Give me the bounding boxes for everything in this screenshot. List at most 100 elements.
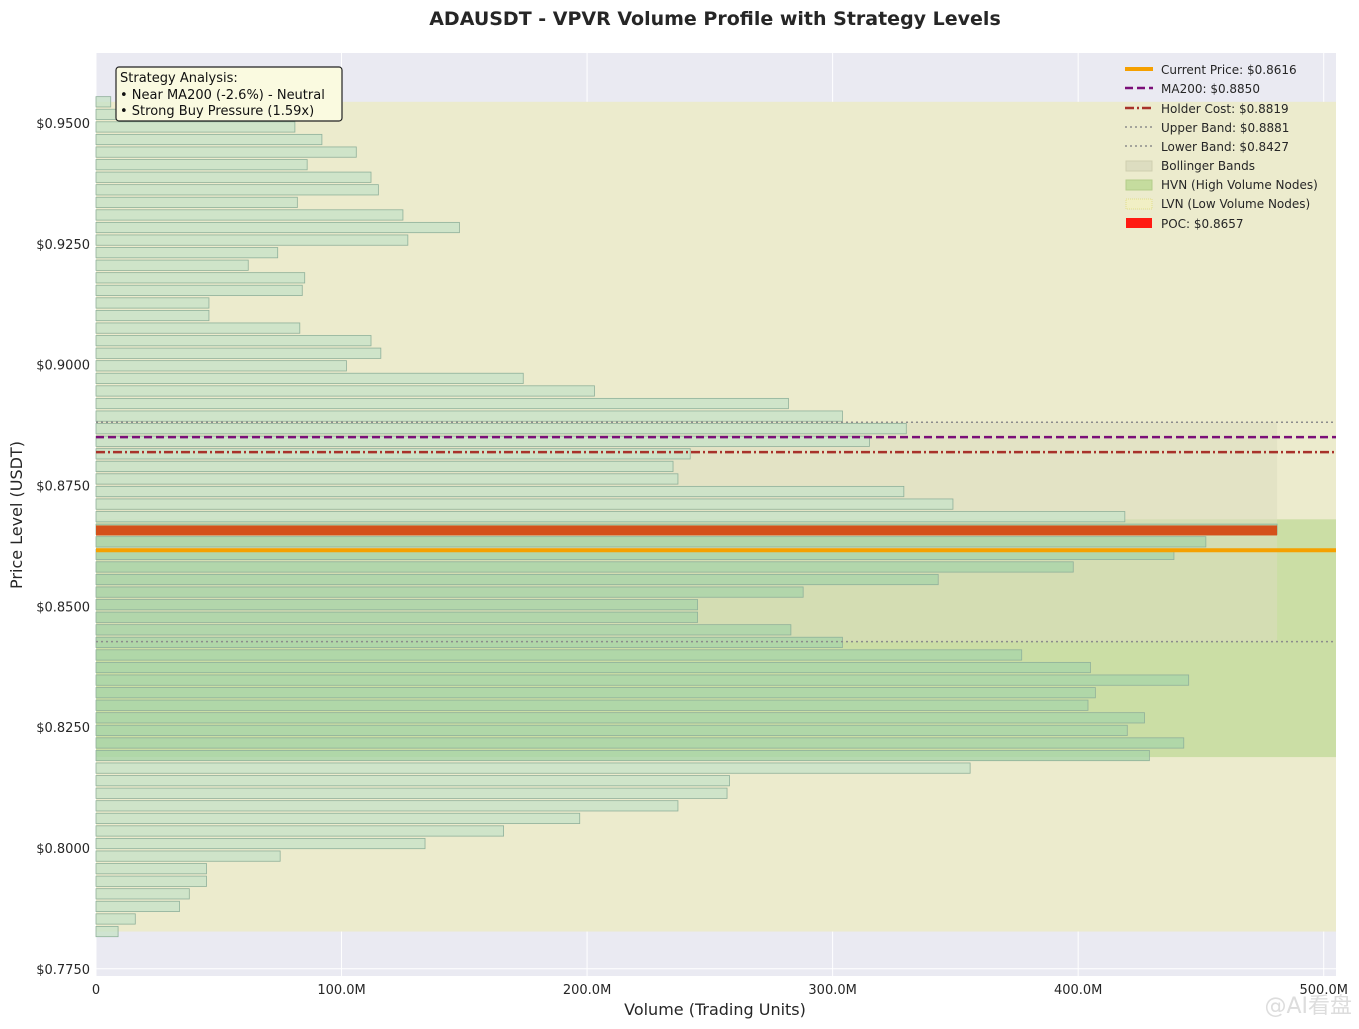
volume-bar: [95, 900, 180, 912]
legend-current-price: Current Price: $0.8616: [1161, 63, 1297, 77]
volume-bar: [95, 863, 207, 875]
volume-bar: [95, 875, 207, 887]
x-tick-label: 300.0M: [808, 983, 856, 998]
legend-upper-band: Upper Band: $0.8881: [1161, 121, 1289, 135]
volume-bar: [95, 385, 595, 397]
level-lines: [96, 421, 1336, 643]
volume-bars: [95, 96, 1278, 938]
volume-bar: [95, 913, 136, 925]
volume-bar: [95, 234, 409, 246]
legend-lower-band: Lower Band: $0.8427: [1161, 140, 1289, 154]
y-tick-label: $0.8500: [36, 600, 90, 615]
legend-holder-cost: Holder Cost: $0.8819: [1161, 102, 1289, 116]
y-tick-label: $0.7750: [36, 963, 90, 978]
volume-bar: [95, 737, 1185, 749]
volume-bar: [95, 850, 281, 862]
annotation-line-3: • Strong Buy Pressure (1.59x): [120, 104, 314, 119]
volume-bar: [95, 498, 954, 510]
volume-bar: [95, 372, 524, 384]
volume-bar: [95, 724, 1128, 736]
volume-bar: [95, 787, 728, 799]
x-tick-label: 100.0M: [317, 983, 365, 998]
legend-swatch-bollinger: [1125, 160, 1153, 172]
legend-ma200: MA200: $0.8850: [1161, 82, 1260, 96]
poc-layer: [96, 525, 1278, 536]
volume-bar: [95, 133, 323, 146]
volume-bar: [95, 335, 372, 347]
y-tick-label: $0.9250: [36, 238, 90, 253]
volume-bar: [95, 96, 112, 108]
volume-bar: [95, 661, 1091, 674]
volume-bar: [95, 511, 1126, 523]
volume-bar: [95, 247, 279, 259]
volume-bar: [95, 322, 301, 334]
x-axis-label: Volume (Trading Units): [624, 1000, 806, 1019]
volume-bar: [95, 762, 971, 774]
volume-bar: [95, 360, 347, 372]
volume-bar: [95, 196, 298, 208]
volume-bar: [95, 812, 581, 824]
volume-bar: [95, 561, 1074, 573]
volume-bar: [95, 775, 730, 787]
volume-bar: [95, 410, 843, 422]
y-tick-label: $0.9000: [36, 359, 90, 374]
volume-bar: [95, 800, 679, 812]
volume-bar: [95, 159, 308, 171]
annotation-line-2: • Near MA200 (-2.6%) - Neutral: [120, 88, 325, 103]
y-ticks: $0.7750 $0.8000 $0.8250 $0.8500 $0.8750 $0.90…: [36, 117, 90, 978]
legend-swatch-lvn: [1125, 198, 1153, 210]
y-tick-label: $0.9500: [36, 117, 90, 132]
volume-bar: [95, 485, 905, 498]
volume-bar: [95, 423, 907, 435]
annotation-box: Strategy Analysis: • Near MA200 (-2.6%) …: [115, 66, 343, 122]
watermark: @AI看盘: [1264, 994, 1352, 1019]
x-tick-label: 400.0M: [1054, 983, 1102, 998]
volume-bar: [95, 636, 843, 648]
x-ticks: 0 100.0M 200.0M 300.0M 400.0M 500.0M: [92, 983, 1348, 998]
poc-bar: [96, 525, 1278, 536]
volume-bar: [95, 699, 1089, 711]
volume-bar: [95, 599, 698, 611]
volume-bar: [95, 460, 674, 472]
volume-bar: [95, 209, 404, 221]
volume-bar: [95, 297, 210, 309]
volume-bar: [95, 674, 1190, 686]
volume-bar: [95, 687, 1096, 699]
y-axis-label: Price Level (USDT): [7, 441, 26, 589]
volume-bar: [95, 309, 210, 322]
volume-bar: [95, 624, 792, 636]
volume-bar: [95, 221, 460, 234]
legend-swatch-hvn: [1125, 179, 1153, 191]
volume-bar: [95, 121, 296, 133]
volume-bar: [95, 825, 505, 837]
volume-bar: [95, 586, 804, 598]
volume-bar: [95, 611, 698, 623]
volume-bar: [95, 888, 190, 900]
volume-bar: [95, 272, 306, 284]
volume-bar: [95, 649, 1023, 661]
y-tick-label: $0.8750: [36, 480, 90, 495]
x-tick-label: 0: [92, 983, 100, 998]
volume-bar: [95, 171, 372, 183]
volume-bar: [95, 184, 379, 196]
volume-bar: [95, 397, 789, 410]
legend-swatch-poc: [1126, 218, 1152, 228]
y-tick-label: $0.8000: [36, 842, 90, 857]
volume-bar: [95, 925, 119, 938]
volume-bar: [95, 347, 382, 359]
legend: Current Price: $0.8616 MA200: $0.8850 Ho…: [1125, 63, 1318, 231]
volume-bar: [95, 536, 1207, 548]
legend-lvn: LVN (Low Volume Nodes): [1161, 197, 1310, 211]
legend-hvn: HVN (High Volume Nodes): [1161, 178, 1318, 192]
volume-bar: [95, 284, 303, 296]
legend-poc: POC: $0.8657: [1161, 217, 1244, 231]
volume-bar: [95, 712, 1145, 724]
volume-bar: [95, 473, 679, 485]
y-tick-label: $0.8250: [36, 721, 90, 736]
volume-bar: [95, 448, 691, 460]
volume-bar: [95, 259, 249, 271]
volume-bar: [95, 146, 357, 158]
annotation-line-1: Strategy Analysis:: [120, 71, 238, 86]
volume-bar: [95, 837, 426, 850]
